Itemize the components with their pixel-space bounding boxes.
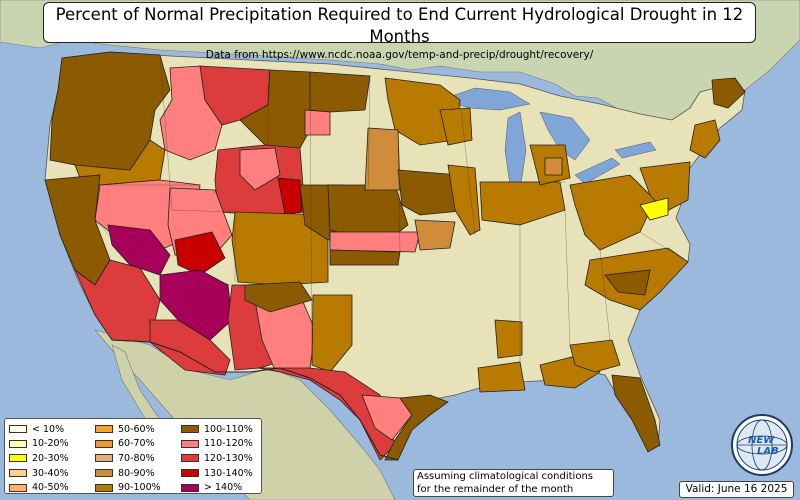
legend-label: 20-30%: [32, 452, 69, 464]
assumption-note: Assuming climatological conditions for t…: [413, 469, 614, 497]
legend-swatch: [95, 425, 113, 434]
legend-label: < 10%: [32, 423, 65, 435]
legend-label: 50-60%: [118, 423, 155, 435]
lab-globe-logo: NEW LAB: [731, 414, 793, 476]
legend-swatch: [9, 469, 27, 478]
legend-label: 30-40%: [32, 467, 69, 479]
region-north-dakota: [309, 71, 371, 113]
legend-item: 120-130%: [181, 451, 253, 466]
region-minnesota-south: [364, 127, 401, 191]
region-new-england: [689, 119, 721, 159]
legend-swatch: [9, 454, 27, 463]
legend-item: 130-140%: [181, 466, 253, 481]
legend-swatch: [181, 439, 199, 448]
legend-label: 110-120%: [204, 438, 253, 450]
region-kansas: [329, 231, 421, 253]
legend-swatch: [9, 483, 27, 492]
valid-date: Valid: June 16 2025: [679, 481, 794, 498]
legend-item: 100-110%: [181, 422, 253, 437]
legend-swatch: [9, 425, 27, 434]
region-michigan-light: [544, 157, 563, 176]
legend-swatch: [9, 439, 27, 448]
mexico-landmass: [94, 329, 396, 500]
legend-label: 120-130%: [204, 452, 253, 464]
legend-swatch: [95, 439, 113, 448]
region-florida: [611, 374, 661, 453]
region-new-mexico-north: [244, 281, 313, 313]
lake-huron: [539, 111, 591, 161]
legend-label: 90-100%: [118, 482, 161, 494]
legend-label: > 140%: [204, 482, 243, 494]
legend-item: 90-100%: [95, 480, 161, 495]
legend-swatch: [181, 469, 199, 478]
drought-regions: [44, 51, 746, 461]
legend-label: 10-20%: [32, 438, 69, 450]
note-line-1: Assuming climatological conditions: [417, 471, 593, 482]
legend-item: < 10%: [9, 422, 69, 437]
legend-item: 20-30%: [9, 451, 69, 466]
legend-item: > 140%: [181, 480, 253, 495]
note-line-2: for the remainder of the month: [417, 483, 574, 495]
legend-item: 70-80%: [95, 451, 161, 466]
map-subtitle: Data from https://www.ncdc.noaa.gov/temp…: [205, 49, 594, 61]
legend-item: 110-120%: [181, 437, 253, 452]
region-wyoming-core: [277, 177, 303, 215]
legend-label: 80-90%: [118, 467, 155, 479]
legend-item: 80-90%: [95, 466, 161, 481]
region-wyoming-light: [239, 147, 281, 191]
map-title: Percent of Normal Precipitation Required…: [55, 5, 744, 46]
legend-item: 60-70%: [95, 437, 161, 452]
legend-label: 60-70%: [118, 438, 155, 450]
region-appalachians: [569, 174, 656, 251]
legend: < 10% 10-20% 20-30% 30-40% 40-50% 50-60%…: [4, 418, 262, 494]
legend-label: 130-140%: [204, 467, 253, 479]
title-box: Percent of Normal Precipitation Required…: [43, 2, 756, 61]
region-arizona: [159, 269, 233, 341]
legend-item: 40-50%: [9, 480, 69, 495]
region-texas-coast: [384, 394, 449, 461]
region-louisiana: [477, 361, 526, 393]
region-maryland: [639, 197, 669, 221]
state-borders: [94, 54, 689, 366]
logo-text-1: NEW: [748, 435, 775, 446]
legend-swatch: [181, 483, 199, 492]
region-kansas-south: [329, 249, 401, 266]
region-south-dakota: [304, 109, 331, 136]
legend-label: 70-80%: [118, 452, 155, 464]
lake-erie: [574, 157, 621, 185]
region-west-texas: [257, 367, 396, 461]
region-missouri: [414, 219, 456, 251]
logo-text-2: LAB: [757, 446, 779, 457]
region-new-york-pa: [639, 161, 691, 213]
legend-column-2: 50-60% 60-70% 70-80% 80-90% 90-100%: [95, 422, 161, 495]
region-carolinas-inner: [604, 269, 651, 296]
region-mississippi: [494, 319, 523, 359]
legend-label: 40-50%: [32, 482, 69, 494]
region-maine: [711, 77, 746, 109]
legend-swatch: [95, 469, 113, 478]
legend-item: 30-40%: [9, 466, 69, 481]
legend-swatch: [95, 454, 113, 463]
region-south-texas: [361, 394, 413, 441]
legend-swatch: [181, 425, 199, 434]
region-arizona-south: [149, 319, 231, 376]
region-utah-south: [174, 231, 226, 276]
legend-item: 10-20%: [9, 437, 69, 452]
region-minnesota: [384, 77, 461, 146]
region-nebraska: [327, 184, 409, 236]
legend-column-1: < 10% 10-20% 20-30% 30-40% 40-50%: [9, 422, 69, 495]
legend-item: 50-60%: [95, 422, 161, 437]
us-mexico-border: [111, 339, 399, 461]
region-illinois: [447, 164, 481, 236]
lake-ontario: [614, 141, 657, 159]
legend-swatch: [95, 483, 113, 492]
legend-label: 100-110%: [204, 423, 253, 435]
legend-column-3: 100-110% 110-120% 120-130% 130-140% > 14…: [181, 422, 253, 495]
legend-swatch: [181, 454, 199, 463]
region-georgia: [569, 339, 621, 373]
